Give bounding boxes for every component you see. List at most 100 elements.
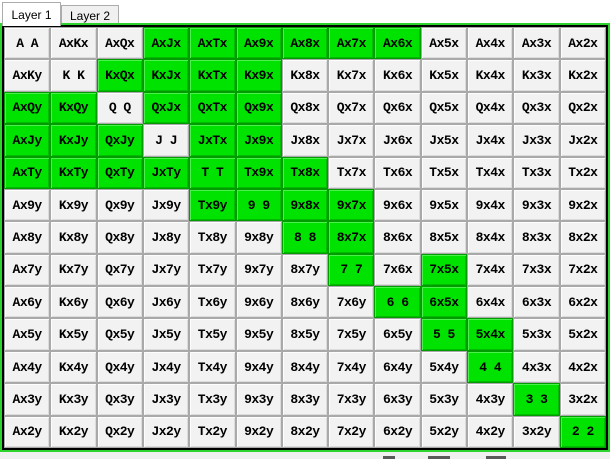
hand-cell-7x5x[interactable]: 7x5x [420, 253, 468, 287]
hand-cell-6x5x[interactable]: 6x5x [420, 286, 468, 319]
hand-cell-AxJx[interactable]: AxJx [142, 27, 190, 60]
hand-cell-Jx6x[interactable]: Jx6x [374, 124, 421, 157]
hand-cell-77[interactable]: 7 7 [328, 253, 375, 287]
hand-cell-5x3x[interactable]: 5x3x [513, 318, 560, 351]
hand-cell-7x2y[interactable]: 7x2y [328, 415, 375, 448]
hand-cell-Qx6y[interactable]: Qx6y [96, 286, 143, 319]
hand-cell-7x3y[interactable]: 7x3y [328, 383, 375, 416]
hand-cell-AxQx[interactable]: AxQx [96, 27, 143, 60]
hand-cell-AxQy[interactable]: AxQy [4, 91, 51, 125]
hand-cell-Tx9x[interactable]: Tx9x [235, 156, 282, 189]
hand-cell-33[interactable]: 3 3 [513, 383, 560, 416]
hand-cell-Jx9y[interactable]: Jx9y [142, 188, 190, 222]
hand-cell-8x2x[interactable]: 8x2x [559, 221, 606, 254]
hand-cell-Qx3y[interactable]: Qx3y [96, 383, 143, 416]
hand-cell-Kx5x[interactable]: Kx5x [420, 59, 468, 92]
hand-cell-Jx7x[interactable]: Jx7x [328, 124, 375, 157]
hand-cell-8x4y[interactable]: 8x4y [281, 350, 329, 384]
hand-cell-5x3y[interactable]: 5x3y [420, 383, 468, 416]
hand-cell-88[interactable]: 8 8 [281, 221, 329, 254]
hand-cell-Tx8y[interactable]: Tx8y [189, 221, 236, 254]
hand-cell-Tx4y[interactable]: Tx4y [189, 350, 236, 384]
hand-cell-Tx8x[interactable]: Tx8x [281, 156, 329, 189]
hand-cell-Ax3y[interactable]: Ax3y [4, 383, 51, 416]
hand-cell-KxTx[interactable]: KxTx [189, 59, 236, 92]
hand-cell-KxQx[interactable]: KxQx [96, 59, 143, 92]
hand-cell-Qx3x[interactable]: Qx3x [513, 91, 560, 125]
hand-cell-7x6x[interactable]: 7x6x [374, 253, 421, 287]
hand-cell-Kx8x[interactable]: Kx8x [281, 59, 329, 92]
hand-cell-4x2y[interactable]: 4x2y [467, 415, 514, 448]
hand-cell-Ax2y[interactable]: Ax2y [4, 415, 51, 448]
hand-cell-Kx3x[interactable]: Kx3x [513, 59, 560, 92]
hand-cell-Ax9x[interactable]: Ax9x [235, 27, 282, 60]
hand-cell-Qx4y[interactable]: Qx4y [96, 350, 143, 384]
hand-cell-9x7y[interactable]: 9x7y [235, 253, 282, 287]
hand-cell-Jx9x[interactable]: Jx9x [235, 124, 282, 157]
hand-cell-Jx6y[interactable]: Jx6y [142, 286, 190, 319]
hand-cell-AxTx[interactable]: AxTx [189, 27, 236, 60]
hand-cell-Kx8y[interactable]: Kx8y [50, 221, 97, 254]
hand-cell-Tx6x[interactable]: Tx6x [374, 156, 421, 189]
hand-cell-6x3x[interactable]: 6x3x [513, 286, 560, 319]
hand-cell-9x5x[interactable]: 9x5x [420, 188, 468, 222]
hand-cell-44[interactable]: 4 4 [467, 350, 514, 384]
hand-cell-8x6y[interactable]: 8x6y [281, 286, 329, 319]
hand-cell-9x2x[interactable]: 9x2x [559, 188, 606, 222]
hand-cell-Tx9y[interactable]: Tx9y [189, 188, 236, 222]
hand-cell-5x2y[interactable]: 5x2y [420, 415, 468, 448]
hand-cell-7x2x[interactable]: 7x2x [559, 253, 606, 287]
hand-cell-Ax7y[interactable]: Ax7y [4, 253, 51, 287]
hand-cell-Kx2x[interactable]: Kx2x [559, 59, 606, 92]
hand-cell-Jx2y[interactable]: Jx2y [142, 415, 190, 448]
hand-cell-6x5y[interactable]: 6x5y [374, 318, 421, 351]
hand-cell-Kx3y[interactable]: Kx3y [50, 383, 97, 416]
hand-cell-9x8x[interactable]: 9x8x [281, 188, 329, 222]
hand-cell-3x2y[interactable]: 3x2y [513, 415, 560, 448]
hand-cell-6x4y[interactable]: 6x4y [374, 350, 421, 384]
hand-cell-Ax3x[interactable]: Ax3x [513, 27, 560, 60]
hand-cell-Tx2y[interactable]: Tx2y [189, 415, 236, 448]
hand-cell-Qx4x[interactable]: Qx4x [467, 91, 514, 125]
hand-cell-Kx5y[interactable]: Kx5y [50, 318, 97, 351]
hand-cell-Jx5y[interactable]: Jx5y [142, 318, 190, 351]
hand-cell-QxJx[interactable]: QxJx [142, 91, 190, 125]
hand-cell-8x7x[interactable]: 8x7x [328, 221, 375, 254]
hand-cell-Kx7y[interactable]: Kx7y [50, 253, 97, 287]
hand-cell-6x2x[interactable]: 6x2x [559, 286, 606, 319]
hand-cell-9x3y[interactable]: 9x3y [235, 383, 282, 416]
hand-cell-Tx5y[interactable]: Tx5y [189, 318, 236, 351]
hand-cell-Qx2y[interactable]: Qx2y [96, 415, 143, 448]
hand-cell-KxTy[interactable]: KxTy [50, 156, 97, 189]
hand-cell-7x3x[interactable]: 7x3x [513, 253, 560, 287]
hand-cell-QQ[interactable]: Q Q [96, 91, 143, 125]
hand-cell-7x6y[interactable]: 7x6y [328, 286, 375, 319]
hand-cell-99[interactable]: 9 9 [235, 188, 282, 222]
hand-cell-6x2y[interactable]: 6x2y [374, 415, 421, 448]
hand-cell-4x3x[interactable]: 4x3x [513, 350, 560, 384]
hand-cell-Kx4y[interactable]: Kx4y [50, 350, 97, 384]
hand-cell-8x5y[interactable]: 8x5y [281, 318, 329, 351]
hand-cell-Jx4y[interactable]: Jx4y [142, 350, 190, 384]
hand-cell-9x7x[interactable]: 9x7x [328, 188, 375, 222]
hand-cell-Kx6y[interactable]: Kx6y [50, 286, 97, 319]
hand-cell-9x4x[interactable]: 9x4x [467, 188, 514, 222]
hand-cell-Kx9x[interactable]: Kx9x [235, 59, 282, 92]
hand-cell-JxTx[interactable]: JxTx [189, 124, 236, 157]
hand-cell-Kx9y[interactable]: Kx9y [50, 188, 97, 222]
hand-cell-8x6x[interactable]: 8x6x [374, 221, 421, 254]
hand-cell-66[interactable]: 6 6 [374, 286, 421, 319]
hand-cell-JxTy[interactable]: JxTy [142, 156, 190, 189]
hand-cell-AxJy[interactable]: AxJy [4, 124, 51, 157]
hand-cell-Qx9y[interactable]: Qx9y [96, 188, 143, 222]
hand-cell-8x3x[interactable]: 8x3x [513, 221, 560, 254]
hand-cell-Qx8x[interactable]: Qx8x [281, 91, 329, 125]
hand-cell-Tx3x[interactable]: Tx3x [513, 156, 560, 189]
hand-cell-AxKy[interactable]: AxKy [4, 59, 51, 92]
hand-cell-QxJy[interactable]: QxJy [96, 124, 143, 157]
hand-cell-55[interactable]: 5 5 [420, 318, 468, 351]
hand-cell-4x3y[interactable]: 4x3y [467, 383, 514, 416]
hand-cell-22[interactable]: 2 2 [559, 415, 606, 448]
hand-cell-Qx8y[interactable]: Qx8y [96, 221, 143, 254]
hand-cell-Jx3y[interactable]: Jx3y [142, 383, 190, 416]
